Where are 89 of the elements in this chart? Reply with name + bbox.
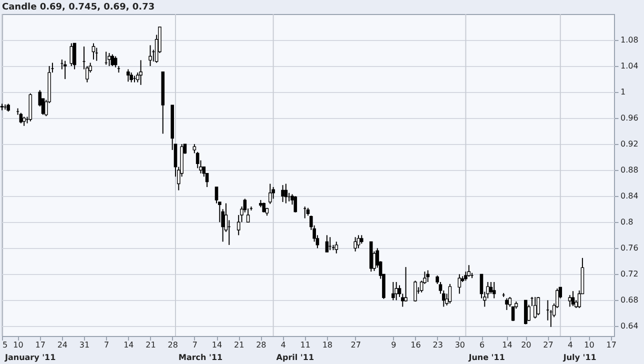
x-tick-label: 6 [479,340,485,350]
candlestick [192,144,196,154]
candlestick [527,304,530,322]
x-tick-label: 10 [13,340,24,350]
candlestick [284,183,288,204]
candlestick [70,42,74,67]
x-tick-label: 14 [124,340,134,350]
ref-line-label: April '11 [276,353,314,362]
y-tick-label: 0.96 [620,114,638,123]
x-tick-label: 28 [168,340,178,350]
y-tick-label: 0.76 [620,244,638,253]
x-tick-label: 9 [391,340,396,350]
ref-line-label: January '11 [4,353,56,362]
candlestick [533,296,537,319]
ref-line-label: July '11 [562,353,597,362]
y-tick-label: 0.88 [620,166,638,175]
x-tick-label: 27 [350,340,361,350]
x-tick-label: 17 [35,340,46,350]
candlestick [492,282,496,299]
candlestick [218,201,222,223]
candlestick [467,264,471,278]
candlestick [505,298,508,310]
x-tick-label: 20 [521,340,532,350]
candlestick [22,116,26,126]
candlestick [114,56,118,68]
x-tick-label: 24 [57,340,68,350]
y-tick-label: 1 [620,88,626,97]
y-tick-label: 0.68 [620,296,638,305]
candlestick [508,296,512,308]
y-tick-label: 0.84 [620,192,638,201]
candlestick [72,42,76,70]
candlestick [148,44,152,67]
y-tick-label: 0.64 [620,322,638,331]
candlestick [108,52,111,67]
candlestick [110,54,114,67]
candlestick [414,280,417,302]
candlestick [536,296,540,316]
ref-line-label: March '11 [178,353,224,362]
candlestick [92,42,96,60]
candlestick [458,274,462,294]
candlestick [394,282,398,301]
y-tick-label: 1.08 [620,36,638,45]
y-tick-label: 0.92 [620,140,638,149]
x-tick-label: 10 [584,340,594,350]
x-tick-label: 28 [256,340,266,350]
candlestick [268,183,272,204]
candlestick [325,234,329,253]
x-tick-label: 23 [432,340,443,350]
x-tick-label: 4 [280,340,286,350]
candlestick [448,283,452,304]
candlestick [356,234,360,249]
candlestick [130,72,133,83]
candlestick [392,282,395,301]
candlestick [139,60,142,86]
x-tick-label: 5 [2,340,8,350]
candlestick [294,196,298,213]
x-tick-label: 16 [410,340,421,350]
candlestick [404,266,408,302]
x-tick-label: 30 [454,340,466,350]
y-tick-label: 0.72 [620,270,638,279]
candlestick [214,186,218,204]
y-tick-label: 1.04 [620,62,638,71]
x-tick-label: 31 [79,340,90,350]
x-tick-label: 18 [322,340,333,350]
ref-line-label: June '11 [468,353,506,362]
x-tick-label: 4 [568,340,573,350]
x-tick-label: 14 [502,340,512,350]
y-tick-label: 0.8 [620,218,634,227]
x-tick-label: 7 [104,340,110,350]
candlestick [568,294,572,308]
candlestick [489,282,493,294]
x-tick-label: 21 [234,340,244,350]
x-tick-label: 17 [606,340,616,350]
x-tick-label: 27 [543,340,554,350]
candlestick [426,270,430,283]
candlestick [262,202,266,213]
candlestick [571,290,575,307]
candlestick [354,236,357,252]
x-tick-label: 11 [300,340,310,350]
candlestick [19,112,23,124]
chart-title: Candle 0.69, 0.745, 0.69, 0.73 [2,2,155,12]
candlestick [281,184,284,202]
candlestick [63,60,67,80]
x-tick-label: 14 [212,340,222,350]
x-tick-label: 21 [146,340,156,350]
candlestick [524,300,528,325]
candlestick [126,68,130,82]
x-tick-label: 7 [192,340,198,350]
candlestick [334,241,338,254]
